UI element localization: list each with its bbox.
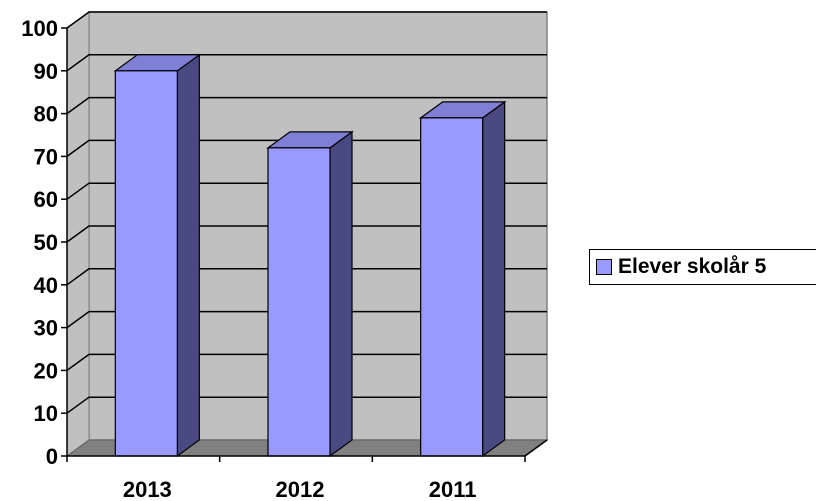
chart-legend: Elever skolår 5	[589, 249, 816, 285]
bar-2012	[266, 130, 354, 458]
gridline-40	[66, 268, 547, 286]
gridline-100	[66, 11, 547, 29]
x-tick-label-2011: 2011	[429, 477, 477, 501]
gridline-20	[66, 353, 547, 372]
gridline-30	[66, 310, 547, 329]
y-tick-label-70: 70	[34, 144, 58, 169]
chart-bars	[113, 53, 507, 458]
y-tick-label-0: 0	[46, 444, 58, 469]
legend-swatch	[596, 259, 612, 275]
bar-side-2013	[176, 53, 200, 458]
y-tick-label-80: 80	[34, 102, 58, 127]
chart-gridlines	[66, 11, 547, 414]
y-tick-label-30: 30	[34, 316, 58, 341]
bar-front-2011	[420, 117, 484, 457]
gridline-90	[66, 54, 547, 72]
x-tick-label-2012: 2012	[276, 477, 325, 501]
y-tick-label-90: 90	[34, 59, 58, 84]
legend-label: Elever skolår 5	[618, 255, 767, 278]
bar-2013	[113, 53, 202, 458]
chart-labels: 0 10 20 30 40 50 60 70 80 90 100 2013 2012 2011	[21, 16, 476, 501]
y-tick-label-60: 60	[34, 187, 58, 212]
gridline-60	[66, 182, 547, 200]
x-axis-depth	[524, 439, 548, 457]
y-tick-label-10: 10	[34, 401, 58, 426]
bar-side-2011	[482, 100, 506, 458]
chart-axes	[61, 27, 548, 462]
bar-front-2012	[267, 147, 331, 457]
bar-2011	[418, 100, 507, 458]
gridline-80	[66, 96, 547, 115]
y-tick-label-100: 100	[21, 16, 58, 41]
bar-front-2013	[114, 70, 178, 457]
x-tick-label-2013: 2013	[123, 477, 172, 501]
y-tick-label-50: 50	[34, 230, 58, 255]
y-tick-label-40: 40	[34, 273, 58, 298]
y-tick-label-20: 20	[34, 358, 58, 383]
gridline-70	[66, 139, 547, 158]
gridline-50	[66, 225, 547, 243]
bar-side-2012	[329, 130, 353, 458]
gridline-10	[66, 396, 547, 414]
